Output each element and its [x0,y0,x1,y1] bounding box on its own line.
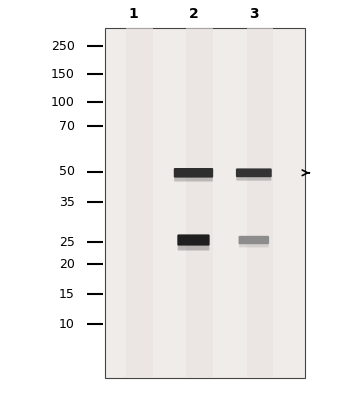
Text: 20: 20 [59,258,75,270]
Bar [126,28,153,378]
FancyBboxPatch shape [174,176,213,182]
FancyBboxPatch shape [236,168,272,177]
Text: 70: 70 [59,120,75,132]
Bar [186,28,213,378]
FancyBboxPatch shape [236,175,271,181]
Text: 250: 250 [51,40,75,52]
Text: 2: 2 [189,7,198,21]
Text: 35: 35 [59,196,75,208]
FancyBboxPatch shape [178,234,209,246]
Bar [105,28,305,378]
Bar [247,28,273,378]
FancyBboxPatch shape [178,244,209,250]
Text: 3: 3 [249,7,259,21]
Text: 50: 50 [59,166,75,178]
Text: 10: 10 [59,318,75,330]
FancyBboxPatch shape [174,168,213,178]
FancyBboxPatch shape [239,236,269,244]
Text: 15: 15 [59,288,75,300]
Text: 25: 25 [59,236,75,248]
Text: 150: 150 [51,68,75,80]
Text: 1: 1 [128,7,138,21]
FancyBboxPatch shape [239,242,269,247]
Text: 100: 100 [51,96,75,108]
